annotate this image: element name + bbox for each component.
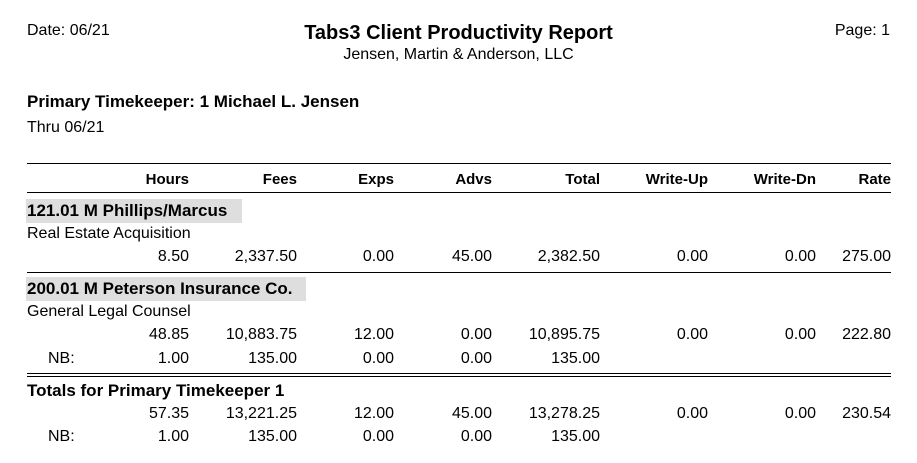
client-highlight: [26, 277, 306, 301]
cell-rate: 275.00: [842, 248, 891, 265]
cell-fees: 2,337.50: [234, 248, 297, 265]
col-header-write-dn: Write-Dn: [753, 171, 816, 188]
total-write-dn: 0.00: [784, 405, 816, 422]
client-name: 200.01 M Peterson Insurance Co.: [27, 279, 293, 298]
nb-total-exps: 0.00: [362, 428, 394, 445]
cell-advs: 45.00: [451, 248, 492, 265]
col-header-total: Total: [565, 171, 600, 188]
nb-total-fees: 135.00: [248, 428, 297, 445]
total-rate: 230.54: [842, 405, 891, 422]
cell-hours: 8.50: [157, 248, 189, 265]
cell-advs: 0.00: [460, 326, 492, 343]
nb-total-total: 135.00: [551, 428, 600, 445]
header-top-rule: [27, 163, 891, 164]
col-header-hours: Hours: [145, 171, 189, 188]
col-header-exps: Exps: [358, 171, 394, 188]
col-header-fees: Fees: [262, 171, 297, 188]
nb-cell-exps: 0.00: [362, 350, 394, 367]
cell-write-dn: 0.00: [784, 326, 816, 343]
cell-hours: 48.85: [148, 326, 189, 343]
thru-date: Thru 06/21: [27, 119, 105, 136]
col-header-advs: Advs: [455, 171, 492, 188]
total-fees: 13,221.25: [225, 405, 297, 422]
col-header-rate: Rate: [858, 171, 891, 188]
cell-write-up: 0.00: [676, 248, 708, 265]
matter-description: Real Estate Acquisition: [27, 225, 191, 242]
firm-name: Jensen, Martin & Anderson, LLC: [343, 46, 574, 63]
nb-total-hours: 1.00: [157, 428, 189, 445]
report-title: Tabs3 Client Productivity Report: [304, 22, 613, 44]
client-highlight: [26, 199, 242, 223]
total-exps: 12.00: [353, 405, 394, 422]
total-total: 13,278.25: [528, 405, 600, 422]
totals-rule-bottom: [27, 376, 891, 377]
header-bottom-rule: [27, 192, 891, 193]
nb-cell-total: 135.00: [551, 350, 600, 367]
totals-title: Totals for Primary Timekeeper 1: [27, 381, 285, 400]
total-hours: 57.35: [148, 405, 189, 422]
primary-timekeeper: Primary Timekeeper: 1 Michael L. Jensen: [27, 92, 360, 111]
totals-rule-top: [27, 373, 891, 374]
nb-cell-advs: 0.00: [460, 350, 492, 367]
page-number: Page: 1: [834, 22, 890, 39]
report-date: Date: 06/21: [27, 22, 110, 39]
nb-total-advs: 0.00: [460, 428, 492, 445]
cell-rate: 222.80: [842, 326, 891, 343]
nb-cell-hours: 1.00: [157, 350, 189, 367]
total-advs: 45.00: [451, 405, 492, 422]
client-name: 121.01 M Phillips/Marcus: [27, 201, 228, 220]
col-header-write-up: Write-Up: [645, 171, 708, 188]
matter-description: General Legal Counsel: [27, 303, 191, 320]
cell-exps: 12.00: [353, 326, 394, 343]
nb-cell-fees: 135.00: [248, 350, 297, 367]
cell-exps: 0.00: [362, 248, 394, 265]
cell-write-dn: 0.00: [784, 248, 816, 265]
nb-label: NB:: [48, 428, 75, 445]
cell-write-up: 0.00: [676, 326, 708, 343]
client-divider: [27, 272, 891, 273]
cell-fees: 10,883.75: [225, 326, 297, 343]
total-write-up: 0.00: [676, 405, 708, 422]
cell-total: 10,895.75: [528, 326, 600, 343]
cell-total: 2,382.50: [537, 248, 600, 265]
nb-label: NB:: [48, 350, 75, 367]
